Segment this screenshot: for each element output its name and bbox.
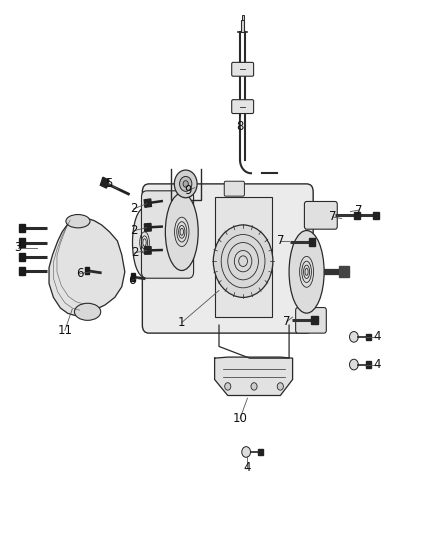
Bar	[366, 361, 371, 368]
Bar	[241, 20, 244, 32]
Polygon shape	[49, 219, 125, 316]
FancyBboxPatch shape	[304, 201, 337, 229]
Text: 11: 11	[57, 324, 72, 337]
Polygon shape	[145, 247, 151, 254]
Polygon shape	[144, 199, 152, 207]
Polygon shape	[100, 177, 109, 188]
Text: 9: 9	[184, 184, 192, 197]
Circle shape	[174, 170, 197, 198]
Bar	[242, 15, 244, 20]
Text: 7: 7	[355, 204, 363, 216]
Text: 1: 1	[178, 316, 186, 329]
Text: 5: 5	[105, 177, 112, 190]
Polygon shape	[145, 223, 151, 231]
Bar	[85, 267, 89, 274]
Polygon shape	[215, 357, 293, 395]
Ellipse shape	[74, 303, 101, 320]
Text: 10: 10	[233, 412, 247, 425]
Bar	[354, 212, 360, 219]
Text: 4: 4	[373, 330, 381, 343]
Ellipse shape	[66, 214, 90, 228]
Circle shape	[180, 176, 192, 191]
Text: 2: 2	[130, 224, 138, 237]
FancyBboxPatch shape	[232, 100, 254, 114]
Bar	[19, 266, 25, 275]
Bar	[215, 197, 272, 317]
Bar	[311, 316, 318, 324]
Circle shape	[350, 359, 358, 370]
Bar	[366, 334, 371, 340]
FancyBboxPatch shape	[296, 308, 326, 333]
Bar	[19, 253, 25, 261]
FancyBboxPatch shape	[232, 62, 254, 76]
Circle shape	[225, 383, 231, 390]
Text: 2: 2	[130, 203, 138, 215]
Circle shape	[242, 447, 251, 457]
Bar	[373, 212, 379, 219]
FancyBboxPatch shape	[224, 181, 244, 196]
Ellipse shape	[289, 230, 324, 313]
Text: 3: 3	[14, 241, 21, 254]
Text: 6: 6	[76, 267, 84, 280]
Circle shape	[350, 332, 358, 342]
Bar	[131, 273, 135, 281]
Text: 6: 6	[127, 274, 135, 287]
Ellipse shape	[132, 208, 157, 277]
Bar	[19, 224, 25, 232]
Circle shape	[277, 383, 283, 390]
Circle shape	[213, 225, 273, 297]
Text: 4: 4	[244, 462, 251, 474]
Text: 8: 8	[237, 120, 244, 133]
Text: 7: 7	[276, 235, 284, 247]
Bar	[19, 238, 25, 247]
Text: 7: 7	[283, 315, 291, 328]
Ellipse shape	[165, 193, 198, 271]
Text: 7: 7	[329, 211, 337, 223]
Bar	[339, 266, 349, 277]
Text: 2: 2	[131, 246, 139, 259]
Text: 4: 4	[373, 358, 381, 371]
Circle shape	[183, 181, 188, 187]
FancyBboxPatch shape	[142, 184, 313, 333]
Circle shape	[251, 383, 257, 390]
Bar	[258, 449, 263, 455]
FancyBboxPatch shape	[141, 191, 194, 278]
Bar	[309, 238, 315, 246]
